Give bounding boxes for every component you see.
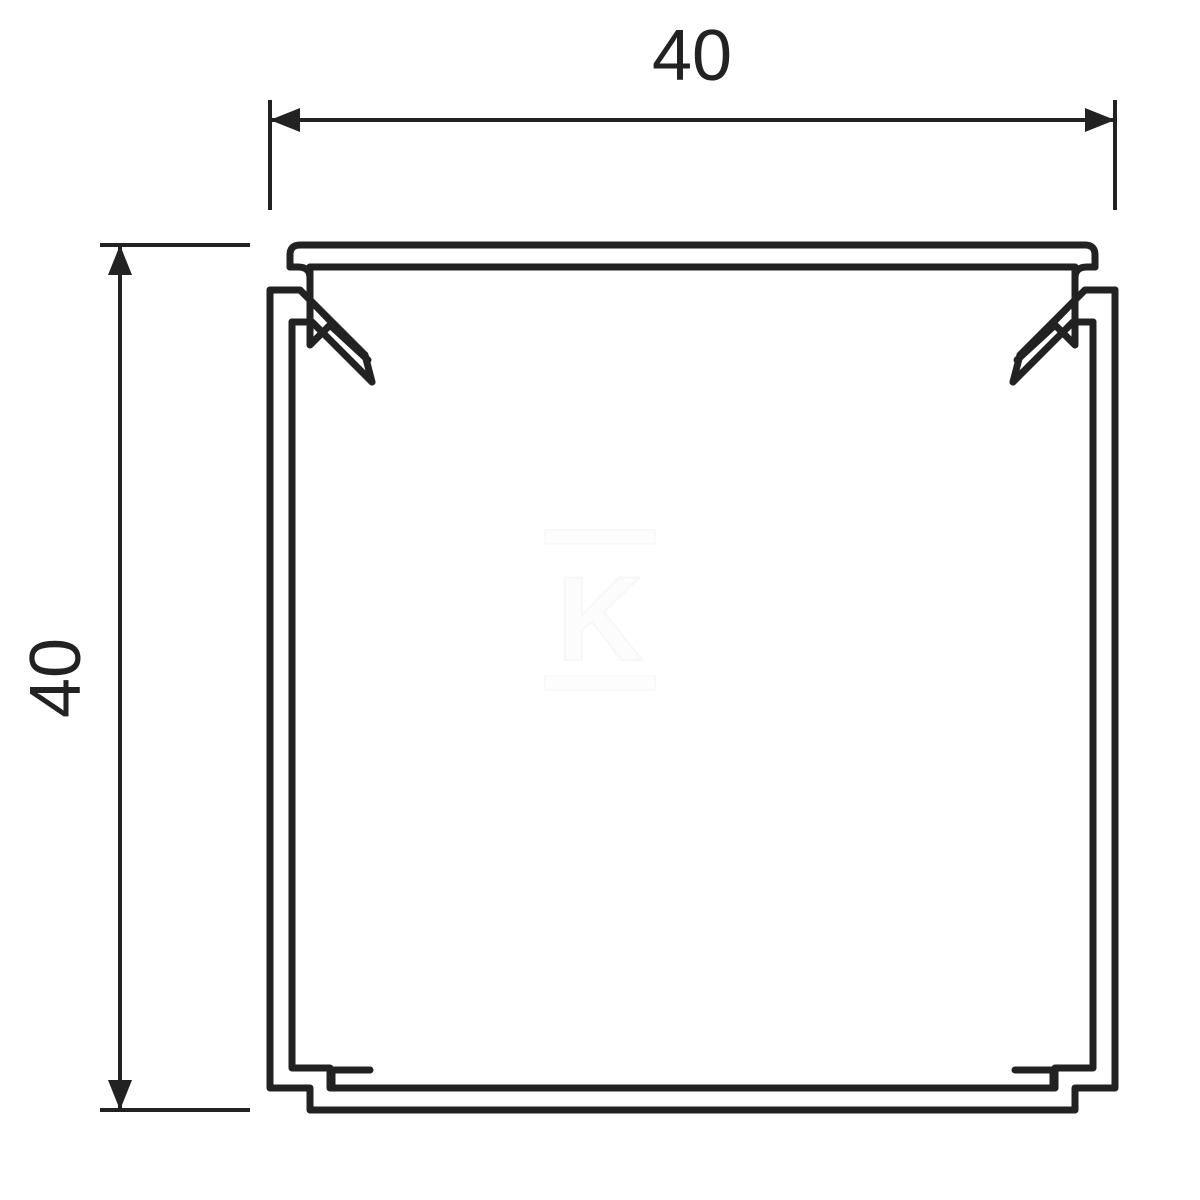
watermark-letter: K	[557, 552, 644, 686]
body-outer-left	[270, 290, 1115, 1110]
watermark: K	[545, 530, 655, 690]
technical-drawing: 40 40	[0, 0, 1200, 1200]
body-hook-right-outer	[1020, 290, 1115, 355]
arrow-right-icon	[1085, 108, 1115, 132]
arrow-down-icon	[108, 1080, 132, 1110]
dimension-width: 40	[270, 16, 1115, 210]
body-inner	[292, 322, 1093, 1088]
dimension-height: 40	[16, 245, 250, 1110]
arrow-up-icon	[108, 245, 132, 275]
arrow-left-icon	[270, 108, 300, 132]
dim-height-label: 40	[16, 638, 96, 718]
profile	[270, 245, 1115, 1110]
body-hook-left-outer	[270, 290, 365, 355]
dim-width-label: 40	[652, 16, 732, 96]
